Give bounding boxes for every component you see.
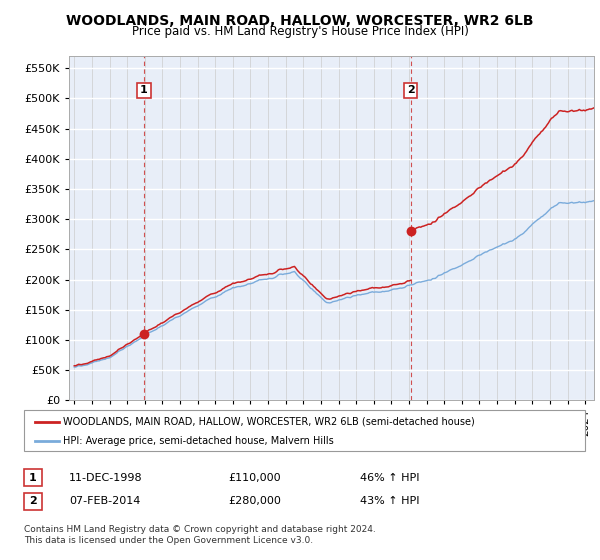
Text: 07-FEB-2014: 07-FEB-2014 (69, 496, 140, 506)
Text: WOODLANDS, MAIN ROAD, HALLOW, WORCESTER, WR2 6LB: WOODLANDS, MAIN ROAD, HALLOW, WORCESTER,… (66, 14, 534, 28)
Text: 2: 2 (29, 496, 37, 506)
Point (139, 329, 149, 338)
Text: 1: 1 (29, 473, 37, 483)
Text: 1: 1 (140, 86, 148, 95)
Text: Price paid vs. HM Land Registry's House Price Index (HPI): Price paid vs. HM Land Registry's House … (131, 25, 469, 38)
Text: HPI: Average price, semi-detached house, Malvern Hills: HPI: Average price, semi-detached house,… (63, 436, 334, 446)
Text: 2: 2 (407, 86, 415, 95)
Text: WOODLANDS, MAIN ROAD, HALLOW, WORCESTER, WR2 6LB (semi-detached house): WOODLANDS, MAIN ROAD, HALLOW, WORCESTER,… (63, 417, 475, 427)
Text: 43% ↑ HPI: 43% ↑ HPI (360, 496, 419, 506)
Point (406, 227, 416, 236)
Text: 46% ↑ HPI: 46% ↑ HPI (360, 473, 419, 483)
Text: Contains HM Land Registry data © Crown copyright and database right 2024.
This d: Contains HM Land Registry data © Crown c… (24, 525, 376, 545)
Text: £110,000: £110,000 (228, 473, 281, 483)
Text: £280,000: £280,000 (228, 496, 281, 506)
Text: 11-DEC-1998: 11-DEC-1998 (69, 473, 143, 483)
